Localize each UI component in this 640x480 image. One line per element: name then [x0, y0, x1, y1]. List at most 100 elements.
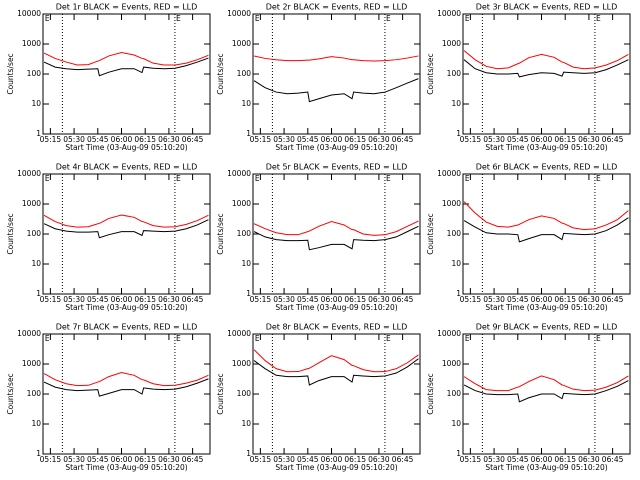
- series-line: [43, 378, 209, 397]
- series-line: [463, 380, 629, 403]
- x-axis-label: Start Time (03-Aug-09 05:10:20): [65, 143, 187, 152]
- y-axis-label: Counts/sec: [426, 213, 435, 254]
- y-tick-label: 1000: [442, 359, 461, 368]
- x-tick-label: 06:00: [111, 455, 133, 464]
- y-tick-label: 10000: [437, 9, 461, 18]
- y-tick-label: 10000: [227, 9, 251, 18]
- panel: Det 2r BLACK = Events, RED = LLD Start Ti…: [216, 3, 421, 152]
- panel: Det 7r BLACK = Events, RED = LLD Start Ti…: [6, 323, 211, 472]
- x-tick-label: 05:15: [40, 455, 62, 464]
- x-tick-label: 05:45: [87, 455, 109, 464]
- x-axis-label: Start Time (03-Aug-09 05:10:20): [485, 463, 607, 472]
- x-tick-label: 05:30: [273, 135, 295, 144]
- y-tick-label: 1: [456, 449, 461, 458]
- x-tick-label: 05:30: [63, 295, 85, 304]
- annotation: E: [255, 14, 260, 23]
- y-tick-label: 100: [237, 69, 252, 78]
- y-tick-label: 1: [246, 289, 251, 298]
- x-tick-label: 05:15: [40, 295, 62, 304]
- x-tick-label: 06:30: [158, 135, 180, 144]
- x-tick-label: 05:15: [40, 135, 62, 144]
- panel: Det 4r BLACK = Events, RED = LLD Start Ti…: [6, 163, 211, 312]
- chart-title: Det 8r BLACK = Events, RED = LLD: [266, 323, 408, 332]
- y-axis-label: Counts/sec: [216, 373, 225, 414]
- annotation: E: [386, 174, 391, 183]
- y-axis-label: Counts/sec: [6, 373, 15, 414]
- plot-frame: [252, 13, 421, 135]
- x-tick-label: 06:30: [368, 295, 390, 304]
- series-line: [43, 57, 209, 77]
- x-tick-label: 06:30: [368, 135, 390, 144]
- chart-title: Det 2r BLACK = Events, RED = LLD: [266, 3, 408, 12]
- annotation: E: [465, 334, 470, 343]
- x-tick-label: 05:30: [483, 135, 505, 144]
- series-line: [43, 219, 209, 239]
- annotation: E: [465, 14, 470, 23]
- x-tick-label: 06:45: [392, 135, 414, 144]
- annotation: E: [176, 14, 181, 23]
- series-line: [253, 225, 419, 251]
- plot-frame: [42, 13, 211, 135]
- y-tick-label: 100: [237, 389, 252, 398]
- panel: Det 5r BLACK = Events, RED = LLD Start Ti…: [216, 163, 421, 312]
- chart-title: Det 1r BLACK = Events, RED = LLD: [56, 3, 198, 12]
- y-tick-label: 10000: [227, 169, 251, 178]
- y-tick-label: 10: [31, 419, 41, 428]
- series-line: [253, 349, 419, 373]
- annotation: E: [596, 174, 601, 183]
- x-tick-label: 05:15: [250, 455, 272, 464]
- annotation: E: [596, 334, 601, 343]
- x-tick-label: 06:00: [321, 295, 343, 304]
- x-tick-label: 06:15: [554, 295, 576, 304]
- y-axis-label: Counts/sec: [426, 373, 435, 414]
- y-tick-label: 1: [246, 129, 251, 138]
- series-line: [253, 78, 419, 103]
- plot-frame: [462, 173, 631, 295]
- x-tick-label: 06:00: [321, 135, 343, 144]
- annotation: E: [45, 174, 50, 183]
- y-tick-label: 10: [451, 419, 461, 428]
- y-tick-label: 1000: [442, 199, 461, 208]
- x-axis-label: Start Time (03-Aug-09 05:10:20): [485, 303, 607, 312]
- y-tick-label: 10: [31, 259, 41, 268]
- x-tick-label: 05:30: [63, 135, 85, 144]
- y-axis-label: Counts/sec: [6, 53, 15, 94]
- x-tick-label: 06:30: [368, 455, 390, 464]
- panel: Det 1r BLACK = Events, RED = LLD Start Ti…: [6, 3, 211, 152]
- x-tick-label: 05:15: [460, 295, 482, 304]
- y-tick-label: 100: [447, 389, 462, 398]
- x-tick-label: 05:45: [297, 135, 319, 144]
- x-axis-label: Start Time (03-Aug-09 05:10:20): [65, 303, 187, 312]
- x-tick-label: 06:00: [531, 135, 553, 144]
- y-tick-label: 1: [456, 289, 461, 298]
- annotation: E: [255, 334, 260, 343]
- x-tick-label: 05:45: [297, 455, 319, 464]
- y-tick-label: 100: [237, 229, 252, 238]
- x-axis-label: Start Time (03-Aug-09 05:10:20): [65, 463, 187, 472]
- plot-frame: [252, 333, 421, 455]
- x-tick-label: 06:00: [111, 295, 133, 304]
- y-tick-label: 1: [246, 449, 251, 458]
- y-tick-label: 10: [451, 259, 461, 268]
- x-tick-label: 05:30: [273, 455, 295, 464]
- annotation: E: [386, 14, 391, 23]
- y-tick-label: 100: [447, 69, 462, 78]
- y-axis-label: Counts/sec: [426, 53, 435, 94]
- plot-frame: [42, 173, 211, 295]
- x-tick-label: 06:00: [531, 295, 553, 304]
- plot-frame: [462, 333, 631, 455]
- x-tick-label: 05:15: [460, 455, 482, 464]
- x-tick-label: 06:00: [531, 455, 553, 464]
- series-line: [43, 214, 209, 228]
- series-line: [43, 372, 209, 387]
- x-tick-label: 06:45: [182, 455, 204, 464]
- x-tick-label: 05:45: [507, 295, 529, 304]
- x-tick-label: 06:30: [158, 295, 180, 304]
- x-tick-label: 06:15: [344, 455, 366, 464]
- y-axis-label: Counts/sec: [216, 213, 225, 254]
- x-tick-label: 05:45: [87, 135, 109, 144]
- y-tick-label: 100: [27, 69, 42, 78]
- series-line: [463, 50, 629, 70]
- chart-title: Det 5r BLACK = Events, RED = LLD: [266, 163, 408, 172]
- x-tick-label: 06:30: [158, 455, 180, 464]
